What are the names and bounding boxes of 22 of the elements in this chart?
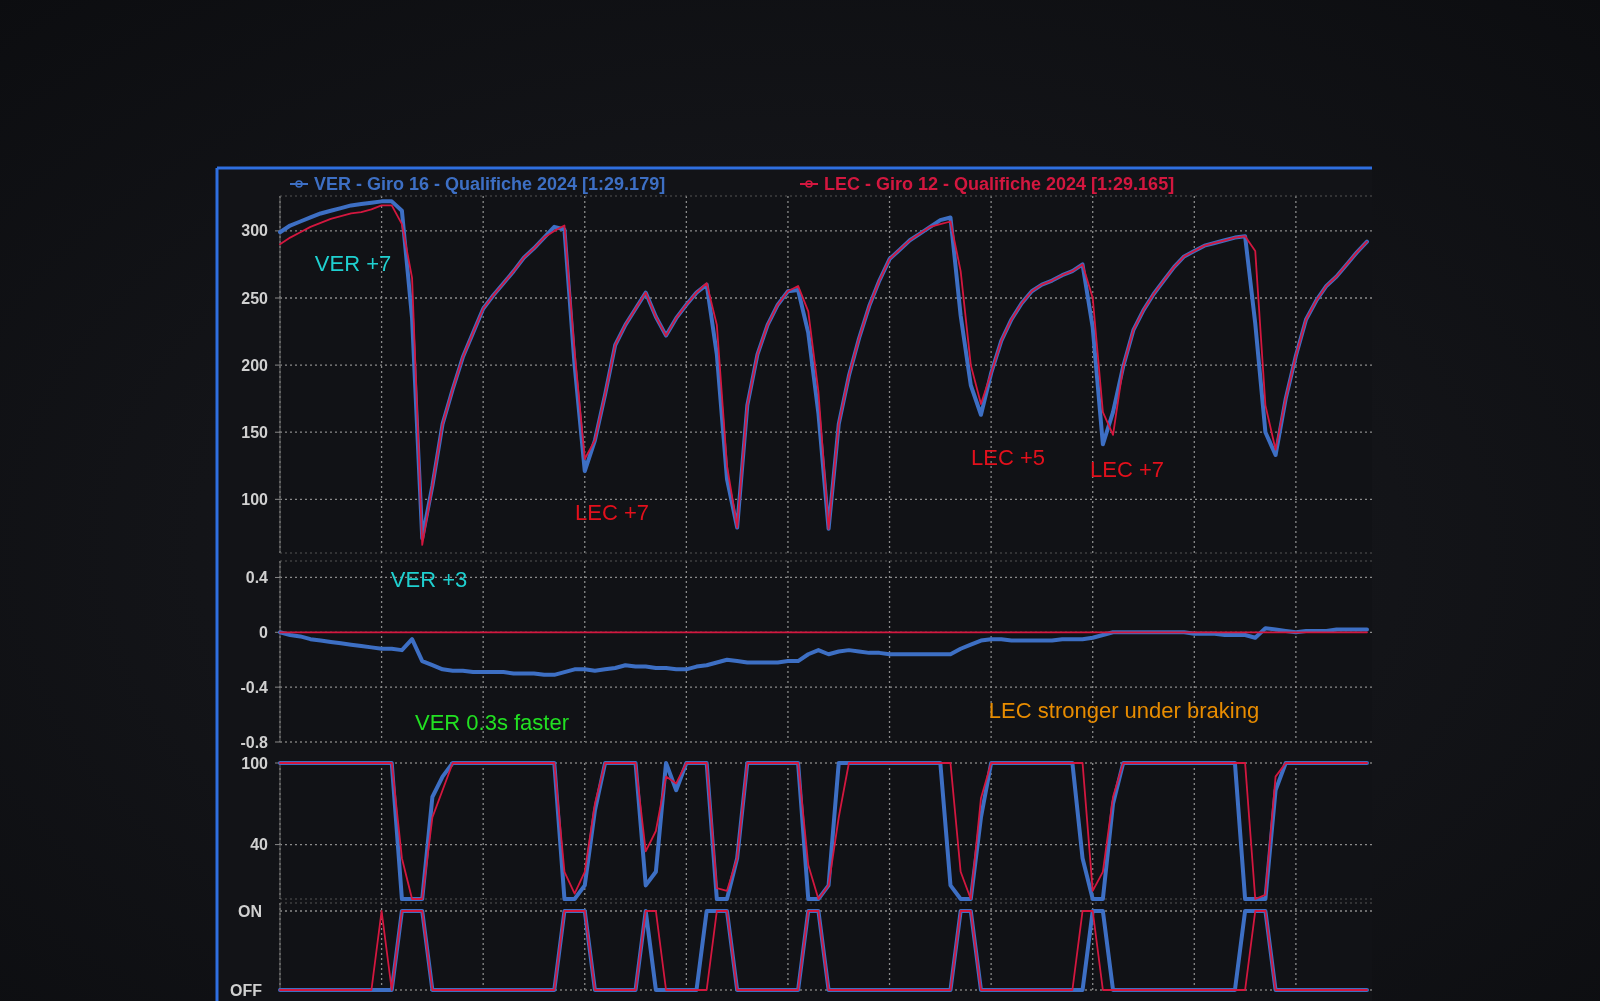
legend-label: VER - Giro 16 - Qualifiche 2024 [1:29.179] [314, 174, 666, 194]
annotation: VER +7 [314, 250, 392, 276]
y-tick-label: 200 [241, 356, 269, 374]
y-tick-label: 250 [241, 289, 269, 307]
y-tick-label: 100 [241, 754, 269, 772]
y-tick-label: -0.8 [240, 733, 269, 751]
y-tick-label: 300 [241, 222, 269, 240]
y-tick-label: -0.4 [240, 678, 269, 696]
y-tick-label: 150 [241, 423, 269, 441]
text: ON [238, 902, 262, 920]
annotation: VER +3 [390, 566, 468, 592]
y-tick-label: 0 [259, 623, 269, 641]
annotation: LEC +7 [1090, 456, 1164, 482]
annotation: LEC +5 [971, 444, 1045, 470]
annotation: VER 0.3s faster [414, 709, 570, 735]
annotation: LEC stronger under braking [988, 697, 1260, 723]
y-tick-label: 100 [241, 490, 269, 508]
annotation: LEC +7 [575, 499, 649, 525]
legend-label: LEC - Giro 12 - Qualifiche 2024 [1:29.165] [824, 174, 1175, 194]
y-tick-label: 0.4 [245, 569, 269, 587]
text: OFF [230, 981, 263, 999]
y-tick-label: 40 [250, 836, 269, 854]
